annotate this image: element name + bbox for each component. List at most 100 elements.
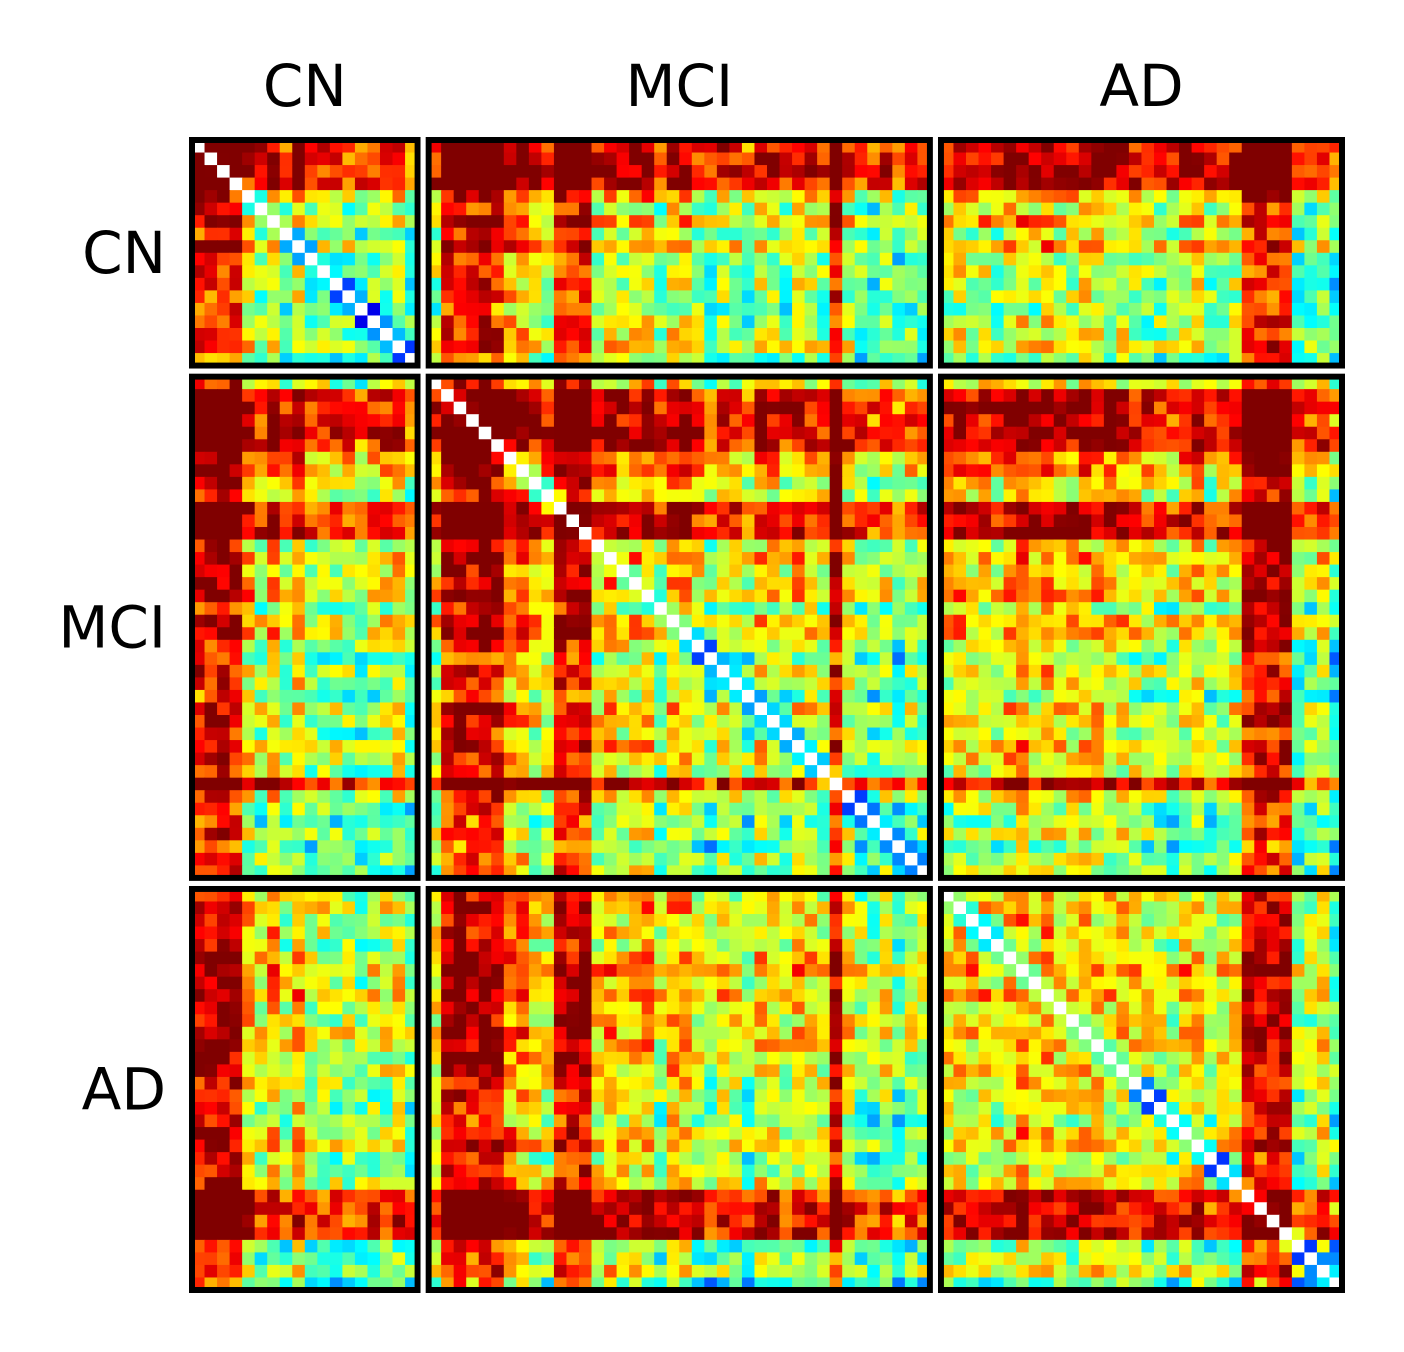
heatmap-cell [566,740,580,754]
heatmap-cell [367,140,381,154]
heatmap-cell [1254,340,1268,354]
heatmap-cell [1078,664,1092,678]
heatmap-cell [704,464,718,478]
heatmap-matrix [192,140,1343,1291]
heatmap-cell [528,140,542,154]
heatmap-cell [453,290,467,304]
heatmap-cell [192,165,206,179]
heatmap-cell [879,664,893,678]
heatmap-cell [1103,439,1117,453]
heatmap-cell [528,715,542,729]
heatmap-cell [279,152,293,166]
heatmap-cell [779,414,793,428]
heatmap-cell [204,315,218,329]
heatmap-cell [304,602,318,616]
heatmap-cell [666,190,680,204]
heatmap-cell [829,790,843,804]
heatmap-cell [267,765,281,779]
heatmap-cell [767,840,781,854]
heatmap-cell [1191,328,1205,342]
heatmap-cell [1141,564,1155,578]
heatmap-cell [466,815,480,829]
heatmap-cell [267,140,281,154]
heatmap-cell [879,215,893,229]
heatmap-cell [940,265,955,279]
heatmap-cell [1078,777,1092,791]
heatmap-cell [1166,577,1180,591]
heatmap-cell [1091,501,1105,516]
heatmap-cell [392,790,406,804]
heatmap-cell [1241,677,1255,691]
heatmap-cell [428,439,442,453]
heatmap-cell [679,777,693,791]
heatmap-cell [392,152,406,166]
heatmap-cell [466,589,480,603]
heatmap-cell [478,439,492,453]
heatmap-cell [242,577,256,591]
heatmap-cell [541,414,555,428]
heatmap-cell [304,215,318,229]
heatmap-cell [229,302,243,317]
heatmap-cell [591,376,605,390]
heatmap-cell [940,140,955,154]
heatmap-cell [503,602,517,616]
heatmap-cell [679,190,693,204]
heatmap-cell [1066,464,1080,478]
heatmap-cell [1304,752,1318,766]
heatmap-cell [566,215,580,229]
heatmap-cell [779,302,793,317]
heatmap-cell [1266,190,1280,204]
heatmap-cell [528,589,542,603]
heatmap-cell [566,514,580,528]
heatmap-cell [1116,765,1130,779]
heatmap-cell [354,514,369,528]
heatmap-cell [829,252,843,266]
heatmap-cell [604,689,618,704]
heatmap-cell [1291,589,1305,603]
heatmap-cell [641,464,655,478]
heatmap-cell [879,790,893,804]
heatmap-cell [779,140,793,154]
heatmap-cell [254,689,268,704]
heatmap-cell [516,689,530,704]
heatmap-cell [691,476,705,490]
heatmap-cell [466,639,480,653]
heatmap-cell [553,414,568,428]
heatmap-cell [716,439,730,453]
heatmap-cell [1204,577,1218,591]
heatmap-cell [691,501,705,516]
heatmap-cell [1241,451,1255,465]
heatmap-cell [767,401,781,415]
heatmap-cell [754,376,768,390]
heatmap-cell [641,489,655,503]
heatmap-cell [354,740,369,754]
heatmap-cell [842,152,856,166]
heatmap-cell [1304,265,1318,279]
heatmap-cell [553,652,568,666]
heatmap-cell [1254,827,1268,841]
heatmap-cell [879,328,893,342]
heatmap-cell [204,702,218,716]
heatmap-cell [654,589,668,603]
heatmap-cell [229,190,243,204]
heatmap-cell [1229,552,1243,566]
heatmap-cell [604,727,618,741]
heatmap-cell [367,290,381,304]
heatmap-cell [566,652,580,666]
heatmap-cell [1103,740,1117,754]
heatmap-cell [1254,765,1268,779]
heatmap-cell [940,602,955,616]
heatmap-cell [380,564,394,578]
heatmap-cell [192,715,206,729]
heatmap-cell [428,689,442,704]
heatmap-cell [966,514,980,528]
heatmap-cell [940,527,955,541]
heatmap-cell [329,177,343,191]
heatmap-cell [242,328,256,342]
heatmap-cell [229,527,243,541]
heatmap-cell [267,539,281,553]
heatmap-cell [792,689,806,704]
heatmap-cell [1229,664,1243,678]
heatmap-cell [380,715,394,729]
heatmap-cell [741,702,756,716]
